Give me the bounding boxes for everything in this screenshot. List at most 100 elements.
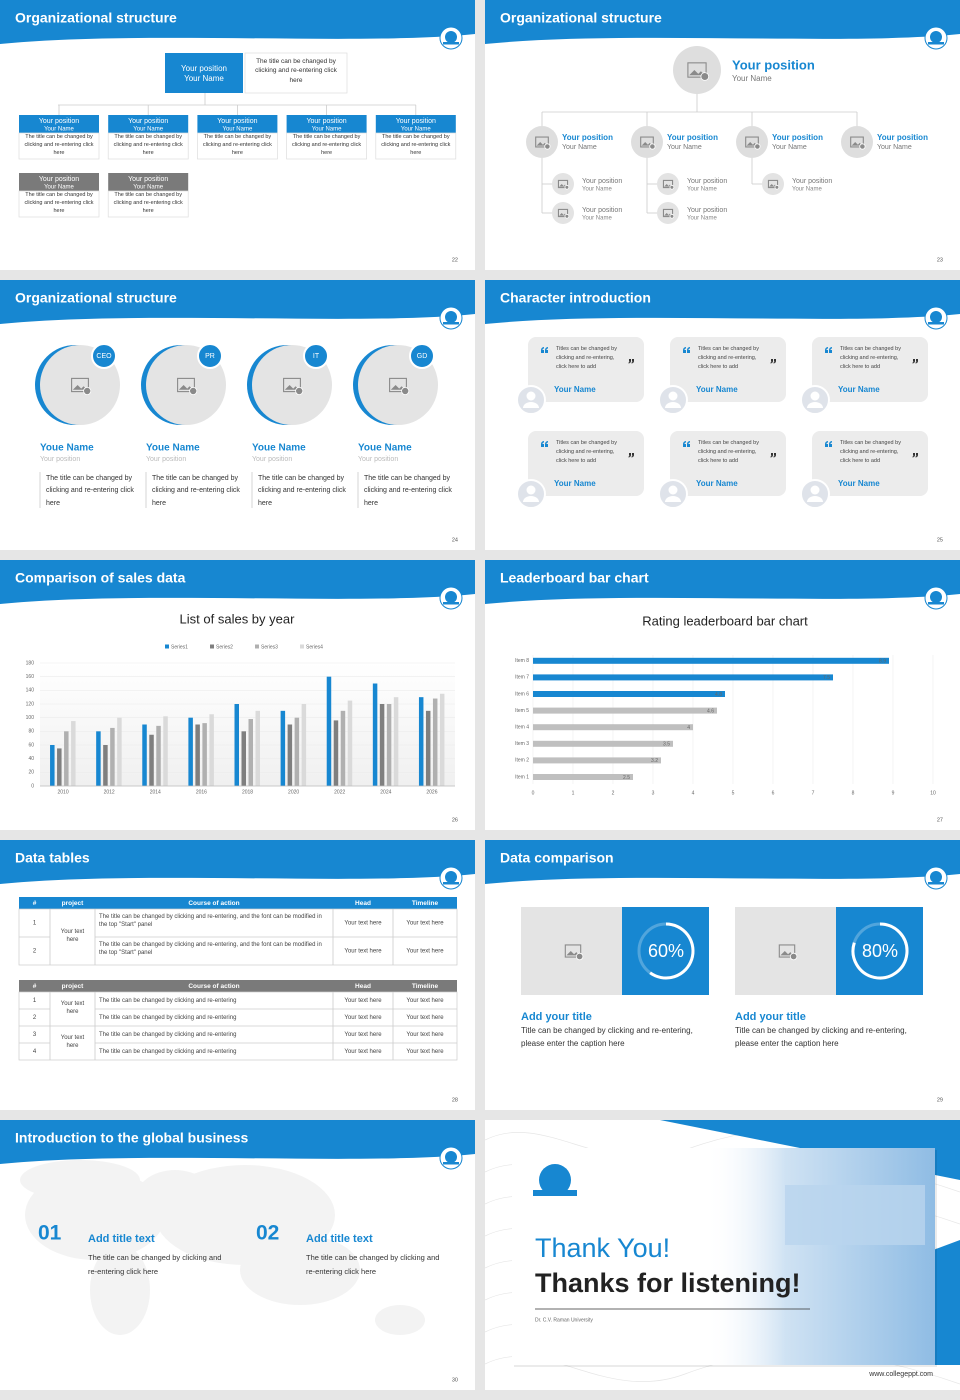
image-icon-plus xyxy=(544,143,551,150)
cell: Your text here xyxy=(344,998,382,1004)
bar xyxy=(209,714,214,786)
avatar-head xyxy=(668,391,678,401)
org-box-note xyxy=(107,132,189,160)
bar xyxy=(301,704,307,786)
position: Your position xyxy=(128,176,168,183)
slide-title: Data tables xyxy=(15,850,90,866)
map-shape xyxy=(20,1160,140,1200)
logo xyxy=(539,1164,571,1196)
data-label: 4.8 xyxy=(715,692,722,698)
name: Your Name xyxy=(401,127,431,133)
image-icon-plus xyxy=(401,387,410,396)
quote-mark xyxy=(541,441,544,447)
cell: Your text here xyxy=(344,1032,382,1038)
cell: 2 xyxy=(33,1015,37,1021)
name: Your Name xyxy=(184,74,224,83)
header-cell: Course of action xyxy=(188,900,239,907)
image-icon-mountain xyxy=(72,385,88,390)
quote-box: Titles can be changed by clicking and re… xyxy=(840,440,901,464)
bar xyxy=(379,704,385,786)
bar xyxy=(333,720,339,786)
avatar xyxy=(657,173,679,195)
bar xyxy=(533,691,725,697)
quote: Titles can be changed by clicking and re… xyxy=(698,346,759,371)
x-tick-label: 6 xyxy=(772,790,775,796)
item-text-box: The title can be changed by clicking and… xyxy=(306,1253,439,1276)
y-tick-label: 180 xyxy=(26,660,35,666)
chart-title: Rating leaderboard bar chart xyxy=(642,613,808,628)
quote-mark xyxy=(545,441,548,447)
slide-title: Organizational structure xyxy=(15,290,177,306)
university: Dr. C.V. Raman University xyxy=(535,1317,593,1323)
avatar xyxy=(526,126,558,158)
photo xyxy=(705,1148,935,1365)
logo-globe xyxy=(445,871,457,883)
item-title: Add your title xyxy=(735,1011,806,1023)
bar xyxy=(188,717,193,786)
note: The title can be changed by clicking and… xyxy=(255,58,337,84)
bar xyxy=(103,745,108,786)
card xyxy=(528,431,644,496)
image-icon-plus xyxy=(789,952,798,961)
y-tick-label: 160 xyxy=(26,674,35,680)
logo-band xyxy=(928,42,944,45)
avatar xyxy=(552,202,574,224)
bar xyxy=(340,710,346,786)
name: Your Name xyxy=(877,144,912,151)
note-box: The title can be changed by clicking and… xyxy=(24,134,94,156)
quote-mark xyxy=(631,453,634,458)
y-tick-label: 20 xyxy=(28,770,34,776)
image-icon xyxy=(557,208,569,218)
x-tick-label: 3 xyxy=(652,790,655,796)
header-cell: Timeline xyxy=(412,900,439,907)
org-box-head xyxy=(375,115,456,133)
note: The title can be changed by clicking and… xyxy=(24,134,94,156)
data-label: 4 xyxy=(687,725,690,731)
y-tick-label: Item 8 xyxy=(515,658,529,664)
org-box-head xyxy=(108,173,189,191)
image-icon-plus xyxy=(295,387,304,396)
quote: Titles can be changed by clicking and re… xyxy=(556,346,617,371)
header-band xyxy=(485,280,960,324)
bar xyxy=(287,724,293,786)
role-badge xyxy=(197,343,223,369)
bar xyxy=(117,717,122,786)
position: Your position xyxy=(146,456,186,463)
image-icon-mountain xyxy=(178,385,194,390)
bar xyxy=(347,700,353,786)
x-tick-label: 1 xyxy=(572,790,575,796)
position: Your position xyxy=(582,207,622,214)
quote-mark xyxy=(825,441,828,447)
y-tick-label: Item 2 xyxy=(515,758,529,764)
bar xyxy=(142,724,147,786)
cell: The title can be changed by clicking and… xyxy=(99,1048,237,1055)
note: The title can be changed by clicking and… xyxy=(202,134,272,156)
y-tick-label: Item 5 xyxy=(515,708,529,714)
data-label: 3.5 xyxy=(663,742,670,748)
quote-mark xyxy=(829,347,832,353)
image-icon xyxy=(177,377,195,393)
note: The title can be changed by clicking and… xyxy=(113,134,183,156)
card xyxy=(528,337,644,402)
position: Your position xyxy=(772,133,823,142)
top-box xyxy=(165,53,243,93)
header-cell: # xyxy=(33,983,37,990)
quote: Titles can be changed by clicking and re… xyxy=(840,346,901,371)
cell: The title can be changed by clicking and… xyxy=(99,1031,237,1038)
data-label: 8.9 xyxy=(879,659,886,665)
page-number: 27 xyxy=(937,817,943,823)
cell: Your text here xyxy=(344,949,382,955)
org-box-head xyxy=(286,115,367,133)
quote-mark xyxy=(773,453,776,458)
quote-box: Titles can be changed by clicking and re… xyxy=(556,346,617,371)
position: Your position xyxy=(306,118,346,125)
item-text-box: Title can be changed by clicking and re-… xyxy=(735,1026,907,1048)
avatar-head xyxy=(810,485,820,495)
note: The title can be changed by clicking and… xyxy=(46,475,134,507)
y-tick-label: Item 4 xyxy=(515,725,529,731)
top-note xyxy=(244,52,348,94)
legend-swatch xyxy=(255,644,259,649)
logo-band xyxy=(443,602,459,605)
